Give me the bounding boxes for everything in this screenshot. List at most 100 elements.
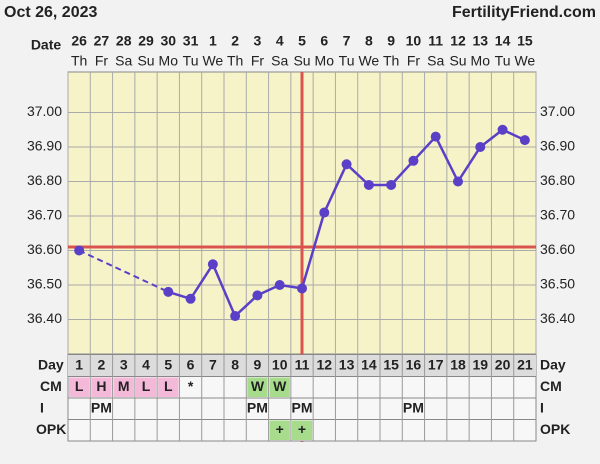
- row-label-right: OPK: [540, 421, 570, 437]
- day-number: 6: [187, 356, 195, 372]
- y-tick-label-right: 36.90: [540, 138, 575, 154]
- cell-highlight: [269, 377, 290, 397]
- day-number: 14: [361, 356, 377, 372]
- cell-highlight: [113, 377, 134, 397]
- date: 27: [94, 33, 110, 49]
- temperature-point: [185, 293, 196, 304]
- chart-date: Oct 26, 2023: [4, 4, 98, 21]
- weekday: Fr: [95, 53, 109, 69]
- date: 3: [254, 33, 262, 49]
- cell-highlight: [69, 377, 90, 397]
- weekday: Fr: [407, 53, 421, 69]
- y-tick-label-right: 37.00: [540, 103, 575, 119]
- date: 5: [298, 33, 306, 49]
- weekday: Mo: [471, 53, 491, 69]
- day-number: 9: [254, 356, 262, 372]
- temperature-point: [519, 135, 530, 146]
- temperature-point: [297, 283, 307, 294]
- y-tick-label: 37.00: [27, 103, 62, 119]
- day-number: 10: [272, 356, 288, 372]
- date: 4: [276, 33, 284, 49]
- day-number: 19: [472, 356, 488, 372]
- temperature-point: [319, 207, 330, 218]
- y-tick-label: 36.40: [27, 310, 62, 326]
- day-number: 1: [75, 356, 83, 372]
- y-tick-label-right: 36.70: [540, 207, 575, 223]
- day-number: 2: [98, 356, 106, 372]
- weekday: Th: [71, 53, 87, 69]
- day-number: 7: [209, 356, 217, 372]
- date: 11: [428, 33, 443, 49]
- y-tick-label-right: 36.60: [540, 241, 575, 257]
- cell-text: W: [273, 378, 287, 394]
- weekday: Su: [449, 53, 466, 69]
- temperature-point: [453, 176, 463, 187]
- temperature-point: [341, 159, 352, 170]
- day-number: 17: [428, 356, 444, 372]
- weekday: Tu: [495, 53, 511, 69]
- cell-text: PM: [247, 399, 268, 415]
- row-label-right: I: [540, 399, 544, 415]
- date: 29: [138, 33, 154, 49]
- y-tick-label-right: 36.80: [540, 172, 575, 188]
- row-label: Day: [38, 356, 64, 372]
- weekday: Sa: [271, 53, 288, 69]
- row-label-right: CM: [540, 378, 562, 394]
- temperature-point: [497, 124, 508, 135]
- weekday: Th: [383, 53, 399, 69]
- date: 26: [71, 33, 87, 49]
- cell-highlight: [247, 377, 268, 397]
- day-number: 4: [142, 356, 150, 372]
- row-label: I: [40, 399, 44, 415]
- cell-highlight: [158, 377, 179, 397]
- date: 6: [320, 33, 328, 49]
- cell-text: L: [164, 378, 173, 394]
- y-tick-label-right: 36.40: [540, 310, 575, 326]
- day-number: 5: [164, 356, 172, 372]
- date: 12: [450, 33, 466, 49]
- cell-text: +: [298, 421, 306, 437]
- temperature-point: [475, 142, 486, 152]
- temperature-point: [163, 286, 174, 297]
- cell-highlight: [91, 377, 112, 397]
- date: 9: [387, 33, 395, 49]
- cell-text: W: [251, 378, 265, 394]
- row-label: CM: [40, 378, 62, 394]
- date: 15: [517, 33, 533, 49]
- weekday: We: [358, 53, 379, 69]
- temperature-point: [230, 311, 241, 322]
- temperature-point: [74, 245, 85, 256]
- weekday: Su: [137, 53, 154, 69]
- day-number: 13: [339, 356, 355, 372]
- temperature-point: [252, 290, 263, 301]
- date: 30: [160, 33, 176, 49]
- y-tick-label: 36.90: [27, 138, 62, 154]
- y-tick-label: 36.80: [27, 172, 62, 188]
- date: 28: [116, 33, 132, 49]
- y-tick-label: 36.50: [27, 276, 62, 292]
- weekday: Th: [227, 53, 243, 69]
- weekday: Sa: [427, 53, 444, 69]
- cell-text: H: [96, 378, 106, 394]
- day-number: 11: [295, 356, 310, 372]
- gap-connector: [78, 249, 169, 293]
- y-tick-label: 36.70: [27, 207, 62, 223]
- date: 31: [183, 33, 199, 49]
- date: 7: [343, 33, 351, 49]
- weekday: Mo: [315, 53, 335, 69]
- day-number: 18: [450, 356, 466, 372]
- temperature-point: [430, 131, 441, 142]
- cell-text: L: [75, 378, 84, 394]
- weekday: Sa: [115, 53, 132, 69]
- day-row-bg: [68, 355, 536, 377]
- cell-text: PM: [403, 399, 424, 415]
- day-number: 3: [120, 356, 128, 372]
- day-number: 8: [231, 356, 239, 372]
- weekday: Mo: [159, 53, 179, 69]
- y-tick-label-right: 36.50: [540, 276, 575, 292]
- temperature-point: [386, 179, 397, 190]
- site-name: FertilityFriend.com: [452, 4, 596, 21]
- cell-highlight: [291, 420, 313, 440]
- temperature-point: [363, 179, 374, 190]
- day-number: 20: [495, 356, 511, 372]
